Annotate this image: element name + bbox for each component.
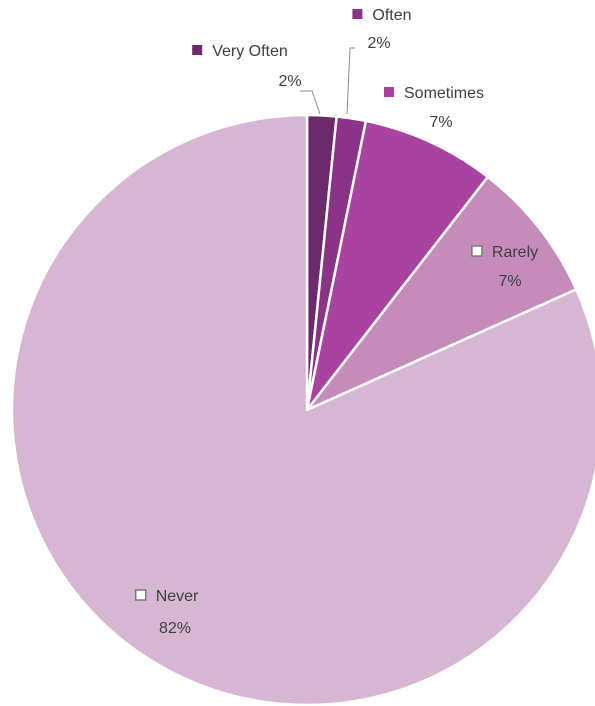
data-label-never: Never 82% (134, 588, 199, 637)
data-label-percent: 82% (159, 620, 191, 637)
pie-slices (10, 113, 595, 706)
data-label-category: Often (372, 7, 411, 24)
legend-marker-sometimes (384, 87, 394, 97)
legend-marker-never (134, 589, 147, 601)
pie-slice-never (10, 113, 595, 706)
legend-marker-very-often (192, 45, 203, 55)
leader-lines (300, 47, 355, 115)
data-label-category: Sometimes (404, 85, 484, 102)
data-label-rarely: Rarely 7% (471, 244, 538, 290)
data-label-percent: 7% (498, 273, 521, 290)
data-labels: Very Often 2% Often 2% Sometimes 7% Rarely 7% Ne… (134, 7, 538, 637)
data-label-very-often: Very Often 2% (192, 43, 302, 90)
data-label-often: Often 2% (352, 7, 412, 52)
data-label-percent: 7% (429, 114, 452, 131)
data-label-category: Never (156, 588, 199, 605)
legend-marker-often (352, 9, 363, 19)
pie-slice-sometimes (305, 119, 490, 412)
pie-slice-rarely (305, 175, 578, 412)
leader-line-often (346, 47, 355, 115)
data-label-category: Very Often (212, 43, 288, 60)
legend-marker-rarely (471, 245, 483, 257)
leader-line-very-often (300, 90, 321, 115)
data-label-percent: 2% (278, 73, 301, 90)
data-label-percent: 2% (367, 35, 390, 52)
data-label-sometimes: Sometimes 7% (384, 85, 484, 131)
data-label-category: Rarely (492, 244, 538, 261)
